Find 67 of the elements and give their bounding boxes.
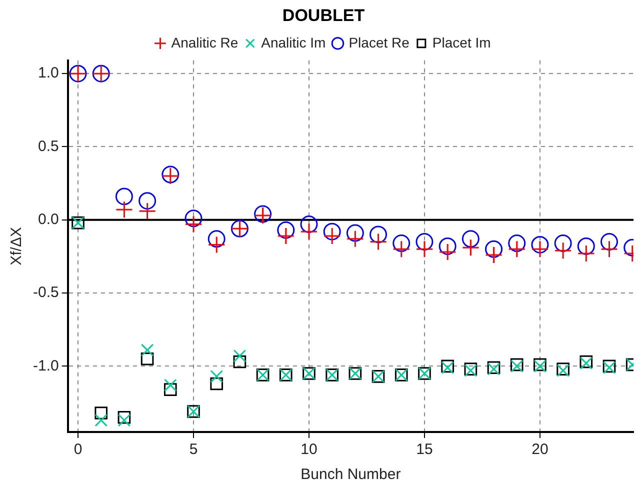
point bbox=[118, 414, 131, 427]
point bbox=[208, 236, 226, 254]
legend-label: Analitic Im bbox=[261, 34, 326, 50]
point bbox=[300, 222, 318, 240]
point bbox=[118, 410, 131, 424]
point bbox=[346, 230, 364, 248]
point bbox=[140, 344, 154, 356]
point bbox=[370, 233, 388, 251]
point bbox=[210, 377, 223, 390]
point bbox=[462, 238, 480, 256]
point bbox=[323, 227, 341, 245]
point bbox=[508, 234, 526, 252]
y-tick-label: 0.5 bbox=[38, 138, 59, 155]
y-tick-label: 1.0 bbox=[38, 64, 59, 82]
point bbox=[416, 233, 434, 251]
point bbox=[140, 352, 154, 366]
point bbox=[164, 378, 177, 392]
point bbox=[438, 243, 456, 261]
point bbox=[392, 234, 410, 252]
point bbox=[485, 246, 503, 264]
point bbox=[577, 244, 595, 262]
point bbox=[184, 210, 202, 228]
point bbox=[233, 355, 246, 368]
point bbox=[346, 224, 364, 242]
point bbox=[94, 414, 108, 427]
x-tick-label: 5 bbox=[189, 441, 198, 458]
point bbox=[392, 240, 410, 258]
point bbox=[438, 237, 456, 255]
y-axis-title: Xf/ΔX bbox=[8, 227, 26, 266]
legend-label: Placet Im bbox=[432, 34, 491, 50]
point bbox=[94, 406, 108, 420]
point bbox=[323, 222, 341, 240]
point bbox=[485, 240, 503, 258]
y-tick-label: 0.0 bbox=[38, 211, 59, 228]
point bbox=[600, 240, 618, 258]
point bbox=[233, 350, 246, 362]
point bbox=[210, 370, 223, 383]
point bbox=[277, 227, 295, 245]
point bbox=[554, 234, 572, 252]
point bbox=[600, 233, 618, 251]
point bbox=[164, 383, 177, 396]
point bbox=[277, 221, 295, 239]
y-tick-label: -1.0 bbox=[32, 357, 59, 374]
point bbox=[531, 236, 549, 254]
point bbox=[462, 230, 480, 248]
point bbox=[138, 202, 156, 220]
point bbox=[300, 216, 318, 234]
legend-label: Analitic Re bbox=[171, 34, 238, 50]
x-tick-label: 20 bbox=[532, 441, 548, 458]
x-axis-title: Bunch Number bbox=[300, 466, 401, 484]
point bbox=[531, 240, 549, 258]
point bbox=[554, 242, 572, 260]
legend-label: Placet Re bbox=[348, 34, 410, 50]
point bbox=[138, 192, 156, 210]
chart-title: DOUBLET bbox=[282, 6, 366, 25]
point bbox=[115, 188, 133, 206]
point bbox=[577, 237, 595, 255]
point bbox=[115, 200, 133, 218]
point bbox=[208, 230, 226, 248]
x-tick-label: 0 bbox=[74, 441, 82, 458]
point bbox=[416, 240, 434, 258]
point bbox=[370, 226, 388, 244]
point bbox=[184, 216, 202, 234]
x-tick-label: 15 bbox=[416, 441, 433, 458]
y-tick-label: -0.5 bbox=[32, 284, 59, 302]
point bbox=[508, 240, 526, 258]
x-tick-label: 10 bbox=[300, 441, 318, 458]
